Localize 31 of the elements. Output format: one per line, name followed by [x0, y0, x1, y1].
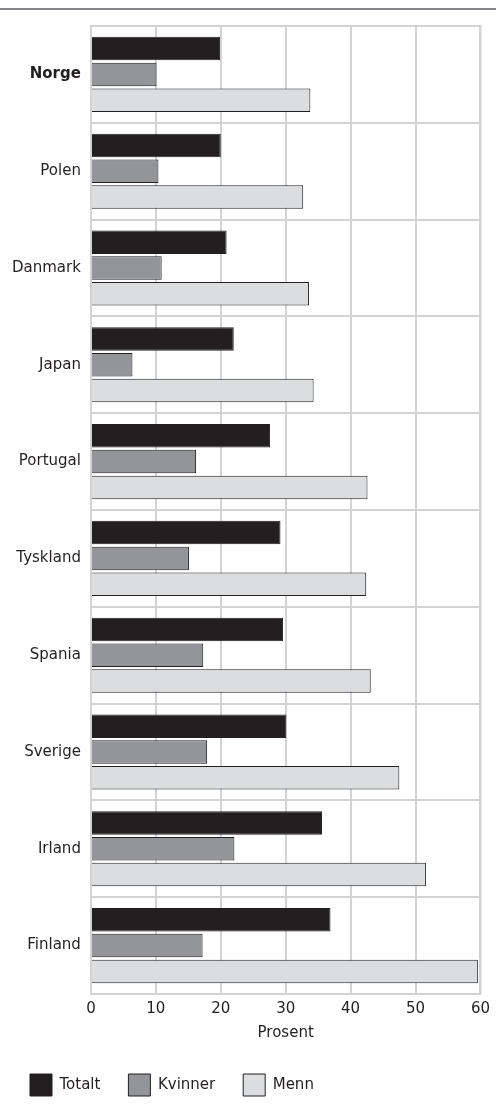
bar	[91, 908, 331, 932]
bar	[91, 714, 287, 738]
legend-label: Menn	[272, 1074, 314, 1093]
y-tick-label: Danmark	[12, 257, 82, 276]
bar	[91, 133, 221, 158]
y-tick-label: Portugal	[18, 451, 81, 470]
x-tick-label: 40	[341, 998, 361, 1017]
y-tick-label: Spania	[29, 645, 81, 664]
y-tick-label: Polen	[40, 161, 81, 180]
y-tick-label: Japan	[38, 354, 81, 373]
x-tick-label: 30	[276, 998, 296, 1017]
bar	[91, 327, 234, 351]
bar	[91, 520, 281, 545]
y-tick-label: Sverige	[24, 741, 81, 760]
x-axis-title: Prosent	[257, 1022, 314, 1041]
bar	[91, 811, 323, 835]
y-tick-label: Finland	[27, 935, 81, 954]
x-tick-label: 60	[470, 998, 490, 1017]
x-tick-label: 10	[146, 998, 166, 1017]
y-tick-label: Norge	[29, 64, 81, 83]
x-tick-label: 50	[405, 998, 426, 1017]
y-tick-label: Irland	[37, 838, 81, 857]
bar	[91, 617, 284, 642]
bar	[91, 36, 221, 61]
legend-label: Kvinner	[157, 1074, 217, 1093]
legend-label: Totalt	[58, 1074, 101, 1093]
x-tick-label: 0	[86, 998, 96, 1017]
y-tick-label: Tyskland	[15, 548, 81, 567]
x-tick-label: 20	[211, 998, 231, 1017]
bar	[91, 424, 271, 448]
bar	[91, 230, 227, 254]
